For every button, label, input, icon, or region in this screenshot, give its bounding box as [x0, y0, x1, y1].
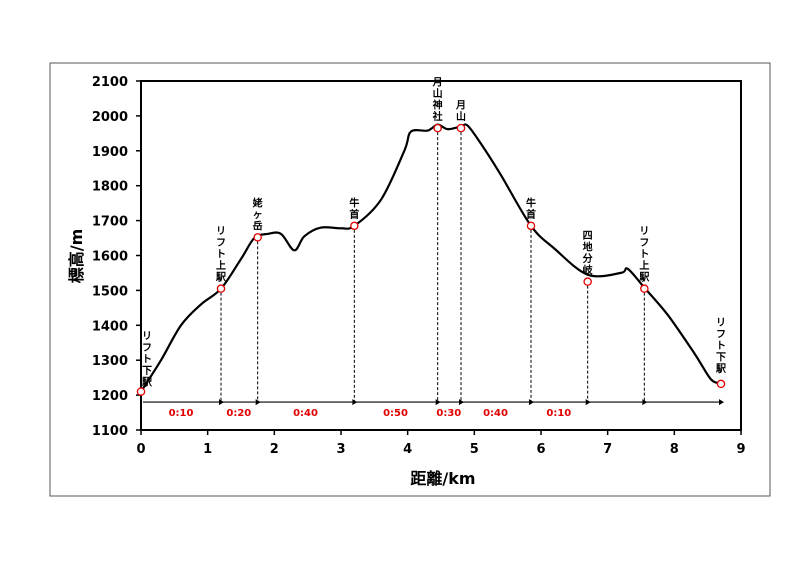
- segment-time-label: 0:10: [546, 408, 571, 419]
- segment-time-label: 0:20: [226, 408, 251, 419]
- x-tick-label: 0: [136, 442, 145, 457]
- x-tick-label: 7: [603, 442, 612, 457]
- x-axis-label: 距離/km: [410, 469, 475, 488]
- y-tick-label: 1700: [92, 215, 128, 230]
- x-tick-label: 8: [670, 442, 679, 457]
- y-axis-ticks: 1100 1200 1300 1400 1500 1600 1700 1800 1900 2000…: [92, 75, 141, 439]
- waypoint-label: 姥ヶ岳: [252, 196, 263, 232]
- segment-arrows: [143, 399, 724, 406]
- x-tick-label: 2: [270, 442, 279, 457]
- y-tick-label: 2000: [92, 110, 128, 125]
- segment-time-label: 0:40: [483, 408, 508, 419]
- segment-arrowhead: [459, 399, 464, 406]
- series-line: [140, 123, 722, 393]
- waypoint-label: 四地分岐: [583, 230, 593, 276]
- segment-arrowhead: [529, 399, 534, 406]
- y-tick-label: 1900: [92, 145, 128, 160]
- segment-time-label: 0:10: [169, 408, 194, 419]
- waypoint-label: リフト下駅: [141, 331, 153, 389]
- x-tick-label: 9: [736, 442, 745, 457]
- segment-time-label: 0:40: [293, 408, 318, 419]
- waypoint-marker: [583, 277, 592, 286]
- x-tick-label: 4: [403, 442, 412, 457]
- segment-arrowhead: [719, 399, 724, 406]
- x-tick-label: 3: [336, 442, 345, 457]
- waypoint-marker: [136, 387, 146, 396]
- x-tick-label: 6: [536, 442, 545, 457]
- y-axis-label: 標高/m: [67, 229, 86, 284]
- waypoint-label: リフト上駅: [215, 226, 227, 284]
- waypoint-label: 月山神社: [432, 77, 443, 124]
- segment-arrowhead: [352, 399, 358, 406]
- waypoint-markers: [136, 123, 726, 396]
- x-axis-ticks: 0 1 2 3 4 5 6 7 8 9: [136, 430, 746, 457]
- waypoint-label: 月山: [455, 100, 466, 124]
- y-tick-label: 1200: [92, 389, 128, 404]
- plot-area: [140, 80, 742, 431]
- segment-arrowhead: [219, 399, 224, 406]
- segment-arrowhead: [642, 399, 648, 406]
- y-tick-label: 1600: [92, 250, 128, 265]
- waypoint-label: リフト下駅: [715, 317, 727, 375]
- waypoint-guides: [220, 132, 645, 403]
- y-tick-label: 1800: [92, 180, 128, 195]
- waypoint-label: 牛首: [349, 196, 359, 221]
- waypoint-marker: [216, 284, 226, 293]
- segment-arrowhead: [255, 399, 261, 406]
- segment-arrowhead: [435, 399, 441, 406]
- waypoint-marker: [640, 284, 649, 293]
- waypoint-marker: [350, 221, 359, 231]
- x-tick-label: 1: [203, 442, 212, 457]
- y-tick-label: 1500: [92, 284, 128, 299]
- segment-time-labels: 0:10 0:20 0:40 0:50 0:30 0:40 0:10: [169, 408, 572, 419]
- waypoint-marker: [526, 221, 536, 231]
- waypoint-marker: [433, 123, 442, 133]
- y-tick-label: 2100: [92, 75, 128, 90]
- waypoint-marker: [253, 233, 262, 242]
- x-tick-label: 5: [470, 442, 479, 457]
- y-tick-label: 1300: [92, 354, 128, 369]
- segment-time-label: 0:50: [383, 408, 408, 419]
- segment-arrowhead: [585, 399, 591, 406]
- waypoint-label: リフト上駅: [638, 226, 650, 284]
- y-tick-label: 1100: [92, 424, 128, 439]
- waypoint-marker: [456, 123, 466, 133]
- waypoint-marker: [716, 379, 726, 389]
- y-tick-label: 1400: [92, 319, 128, 334]
- segment-time-label: 0:30: [436, 408, 461, 419]
- waypoint-label: 牛首: [526, 196, 536, 221]
